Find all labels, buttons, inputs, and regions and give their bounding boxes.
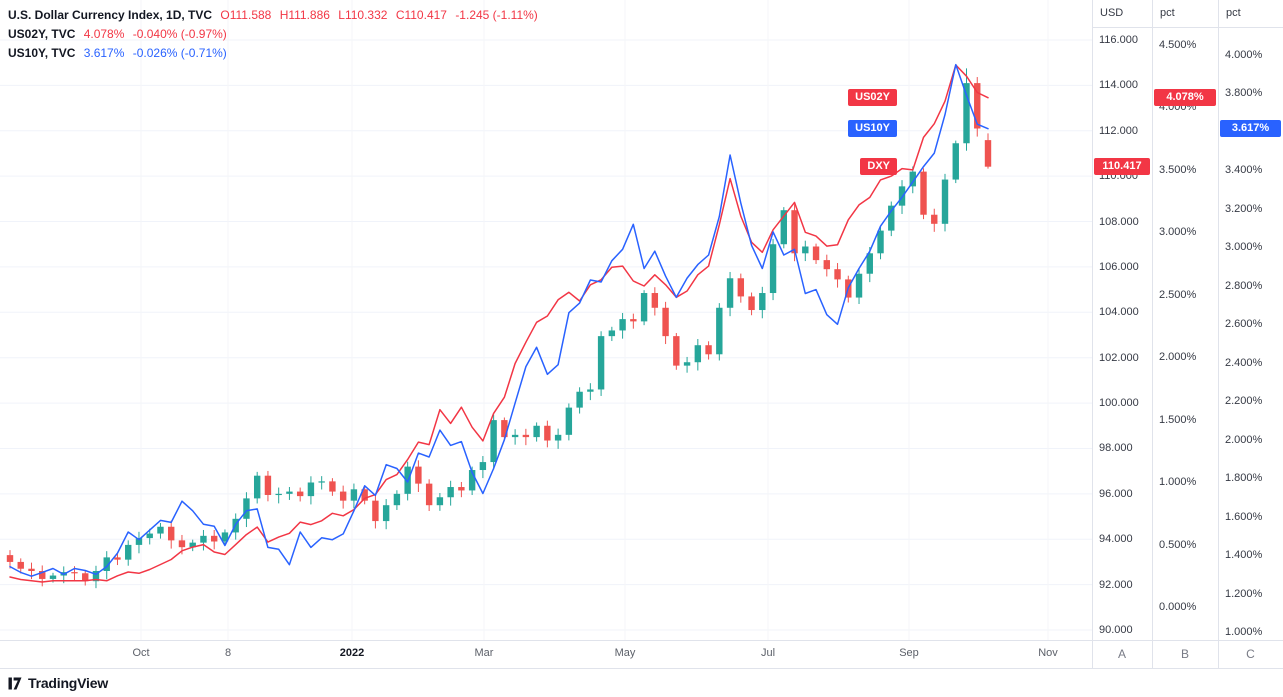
time-axis-labels: Oct 8 2022 Mar May Jul Sep Nov (0, 640, 1092, 668)
time-tick-label: May (614, 647, 636, 659)
axis-tick-label: 92.000 (1099, 578, 1133, 591)
axis-tick-label: 0.500% (1159, 538, 1197, 551)
axis-tick-label: 1.000% (1159, 476, 1197, 489)
axis-tick-label: 3.500% (1159, 163, 1197, 176)
legend-row-us10y[interactable]: US10Y, TVC 3.617% -0.026% (-0.71%) (8, 44, 543, 63)
us02y-symbol-title: US02Y, TVC (8, 27, 76, 41)
axis-tick-label: 4.000% (1225, 49, 1263, 61)
us02y-price-label: 4.078% (1154, 89, 1216, 107)
price-scale-pct-us02y[interactable]: pct 4.078% 4.500% 4.000% 3.500% 3.000% 2.500… (1152, 0, 1218, 640)
scale-a-button[interactable]: A (1117, 647, 1126, 661)
dxy-close-value: C110.417 (395, 8, 447, 22)
price-scale-pct-us10y[interactable]: pct 3.617% 4.000%3.800%3.600%3.400%3.200… (1218, 0, 1283, 640)
legend-row-us02y[interactable]: US02Y, TVC 4.078% -0.040% (-0.97%) (8, 25, 543, 44)
axis-tick-label: 1.600% (1225, 510, 1263, 523)
chart-legend: U.S. Dollar Currency Index, 1D, TVC O111… (8, 6, 543, 63)
axis-tick-label: 2.000% (1159, 351, 1197, 364)
us10y-series-badge: US10Y (848, 120, 897, 138)
axis-tick-label: 3.400% (1225, 164, 1263, 177)
time-tick-label: Nov (1038, 647, 1058, 659)
axis-tick-label: 3.000% (1159, 226, 1197, 239)
scale-separator (1218, 0, 1219, 668)
time-tick-label: Oct (132, 647, 150, 659)
scale-unit-pct-a[interactable]: pct (1160, 7, 1175, 19)
axis-tick-label: 106.000 (1099, 260, 1139, 273)
tradingview-logo-icon (8, 677, 22, 690)
axis-tick-label: 0.000% (1159, 601, 1197, 613)
axis-tick-label: 1.500% (1159, 413, 1197, 426)
dxy-series-badge: DXY (860, 158, 897, 176)
axis-tick-label: 96.000 (1099, 487, 1133, 500)
time-tick-label: 2022 (339, 647, 365, 659)
dxy-symbol-title: U.S. Dollar Currency Index, 1D, TVC (8, 8, 213, 22)
scale-c-button[interactable]: C (1246, 647, 1255, 661)
axis-tick-label: 2.200% (1225, 395, 1263, 408)
us10y-last-value: 3.617% (83, 46, 125, 60)
axis-tick-label: 114.000 (1099, 79, 1138, 92)
time-axis[interactable]: Oct 8 2022 Mar May Jul Sep Nov A B C (0, 640, 1283, 668)
axis-tick-label: 108.000 (1099, 215, 1139, 228)
dxy-change-value: -1.245 (-1.11%) (455, 8, 538, 22)
axis-tick-label: 1.800% (1225, 472, 1263, 485)
legend-row-dxy[interactable]: U.S. Dollar Currency Index, 1D, TVC O111… (8, 6, 543, 25)
us02y-series-badge: US02Y (848, 89, 897, 107)
time-axis-separator (0, 640, 1283, 641)
axis-tick-label: 112.000 (1099, 124, 1138, 137)
dxy-price-label: 110.417 (1094, 158, 1150, 176)
axis-tick-label: 2.000% (1225, 433, 1263, 446)
axis-tick-label: 102.000 (1099, 351, 1139, 364)
axis-tick-label: 2.600% (1225, 318, 1263, 331)
time-tick-label: Sep (899, 647, 919, 659)
us02y-last-value: 4.078% (83, 27, 125, 41)
scale-unit-usd[interactable]: USD (1100, 7, 1124, 19)
axis-tick-label: 2.400% (1225, 356, 1263, 369)
dxy-high-value: H111.886 (279, 8, 330, 22)
axis-tick-label: 1.400% (1225, 549, 1263, 562)
axis-tick-label: 2.800% (1225, 279, 1263, 292)
axis-tick-label: 1.200% (1225, 587, 1263, 600)
us10y-price-label: 3.617% (1220, 120, 1281, 138)
axis-tick-label: 2.500% (1159, 288, 1197, 301)
axis-tick-label: 100.000 (1099, 397, 1139, 410)
us02y-change-value: -0.040% (-0.97%) (132, 27, 227, 41)
footer-bar: TradingView (0, 668, 1283, 697)
axis-tick-label: 3.200% (1225, 202, 1263, 215)
price-chart-canvas[interactable] (0, 0, 1092, 640)
scale-unit-pct-b[interactable]: pct (1226, 7, 1241, 19)
axis-tick-label: 4.500% (1159, 39, 1197, 51)
scale-separator (1092, 0, 1093, 668)
us10y-symbol-title: US10Y, TVC (8, 46, 76, 60)
axis-tick-label: 90.000 (1099, 624, 1133, 636)
axis-tick-label: 104.000 (1099, 306, 1139, 319)
axis-tick-label: 116.000 (1099, 34, 1138, 46)
time-tick-label: 8 (224, 647, 232, 659)
time-tick-label: Mar (474, 647, 494, 659)
time-tick-label: Jul (760, 647, 776, 659)
scale-b-button[interactable]: B (1180, 647, 1189, 661)
scale-separator (1152, 0, 1153, 668)
axis-tick-label: 94.000 (1099, 533, 1133, 546)
axis-tick-label: 98.000 (1099, 442, 1133, 455)
axis-tick-label: 3.800% (1225, 87, 1263, 100)
axis-tick-label: 1.000% (1225, 626, 1263, 638)
dxy-open-value: O111.588 (220, 8, 272, 22)
axis-tick-label: 3.000% (1225, 241, 1263, 254)
us10y-change-value: -0.026% (-0.71%) (132, 46, 227, 60)
tradingview-wordmark: TradingView (28, 675, 109, 691)
tradingview-attribution[interactable]: TradingView (8, 675, 108, 691)
scale-header-separator (1092, 27, 1283, 28)
chart-pane[interactable]: U.S. Dollar Currency Index, 1D, TVC O111… (0, 0, 1092, 640)
price-scale-usd[interactable]: USD 110.417 116.000 114.000 112.000 110.000… (1092, 0, 1152, 640)
dxy-low-value: L110.332 (338, 8, 388, 22)
